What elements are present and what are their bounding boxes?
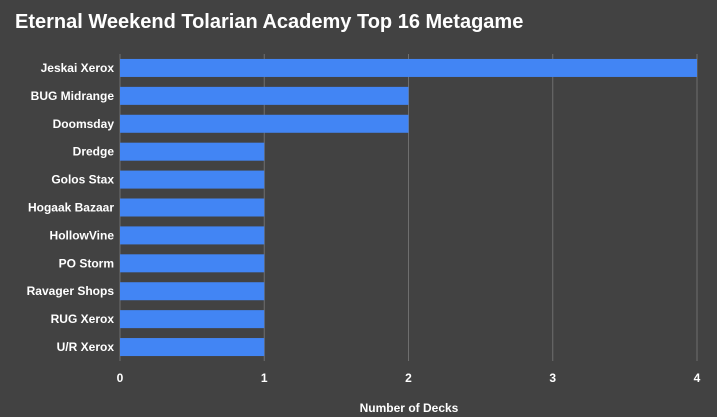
category-label: RUG Xerox	[51, 312, 115, 326]
bar	[120, 254, 265, 273]
x-tick-label: 3	[549, 371, 556, 385]
x-tick-labels: 0 1 2 3 4	[117, 371, 701, 385]
category-label: U/R Xerox	[57, 340, 115, 354]
x-tick-label: 4	[694, 371, 701, 385]
bar	[120, 58, 697, 77]
bar	[120, 310, 265, 329]
x-tick-label: 1	[261, 371, 268, 385]
category-label: Jeskai Xerox	[41, 61, 115, 75]
category-label: Golos Stax	[51, 173, 114, 187]
category-label: Ravager Shops	[27, 284, 115, 298]
x-axis-label: Number of Decks	[360, 401, 459, 415]
category-label: PO Storm	[59, 256, 114, 270]
bar	[120, 226, 265, 245]
x-tick-label: 2	[405, 371, 412, 385]
x-tick-label: 0	[117, 371, 124, 385]
category-labels: Jeskai Xerox BUG Midrange Doomsday Dredge Go…	[27, 61, 115, 354]
category-label: Dredge	[73, 145, 115, 159]
bar	[120, 282, 265, 301]
bars	[120, 58, 697, 357]
category-label: Hogaak Bazaar	[28, 201, 114, 215]
bar	[120, 114, 409, 133]
chart-title: Eternal Weekend Tolarian Academy Top 16 …	[15, 11, 523, 33]
category-label: HollowVine	[50, 228, 115, 242]
bar	[120, 86, 409, 105]
category-label: BUG Midrange	[31, 89, 115, 103]
grid-lines	[119, 54, 698, 361]
bar	[120, 170, 265, 189]
bar	[120, 338, 265, 357]
bar	[120, 142, 265, 161]
category-label: Doomsday	[53, 117, 115, 131]
bar	[120, 198, 265, 217]
